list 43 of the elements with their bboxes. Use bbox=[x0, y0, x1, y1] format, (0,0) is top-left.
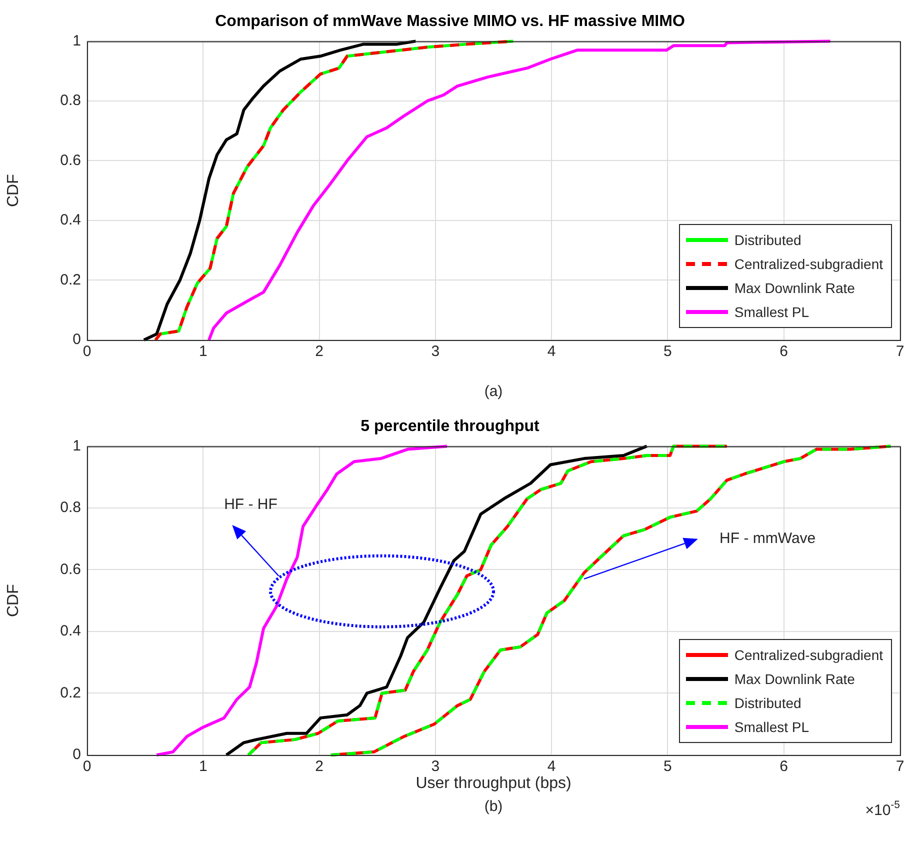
x-tick-label: 3 bbox=[431, 758, 440, 776]
x-tick-label: 1 bbox=[198, 758, 208, 776]
legend-label: Centralized-subgradient bbox=[734, 647, 883, 663]
text: (a) bbox=[484, 383, 503, 400]
annotation: HF - mmWave bbox=[720, 530, 816, 547]
x-tick-label: 2 bbox=[315, 343, 324, 360]
y-tick-label: 0.4 bbox=[60, 622, 81, 640]
legend-label: Distributed bbox=[734, 232, 802, 248]
x-tick-label: 5 bbox=[664, 758, 672, 776]
y-tick-label: 0.8 bbox=[60, 92, 81, 110]
chart-title: 5 percentile throughput bbox=[360, 418, 540, 436]
y-tick-label: 0.2 bbox=[60, 684, 81, 702]
y-tick-label: 0.6 bbox=[60, 152, 81, 169]
y-tick-label: 0 bbox=[72, 331, 81, 348]
chart-title: Comparison of mmWave Massive MIMO vs. HF massive MIMO bbox=[215, 13, 685, 30]
legend-label: Smallest PL bbox=[734, 304, 810, 320]
x-tick-label: 6 bbox=[780, 758, 788, 776]
x-tick-label: 4 bbox=[547, 758, 556, 776]
legend-label: Centralized-subgradient bbox=[734, 256, 883, 272]
x-tick-label: 6 bbox=[780, 343, 788, 360]
text: (b) bbox=[484, 798, 503, 816]
x-tick-label: 1 bbox=[198, 343, 208, 360]
y-tick-label: 0.2 bbox=[60, 271, 81, 288]
y-tick-label: 0 bbox=[72, 746, 81, 764]
x-tick-label: 5 bbox=[664, 343, 672, 360]
x-tick-label: 3 bbox=[431, 343, 440, 360]
y-axis-title: CDF bbox=[5, 174, 22, 208]
y-tick-label: 1 bbox=[72, 437, 81, 454]
x-tick-label: 4 bbox=[547, 343, 556, 360]
legend-label: Max Downlink Rate bbox=[734, 671, 855, 687]
x-axis-title: User throughput (bps) bbox=[416, 774, 572, 792]
y-tick-label: 1 bbox=[72, 32, 81, 50]
x-tick-label: 2 bbox=[315, 758, 324, 776]
legend-label: Max Downlink Rate bbox=[734, 280, 855, 296]
annotation: HF - HF bbox=[224, 496, 278, 514]
legend-label: Smallest PL bbox=[734, 719, 810, 735]
y-tick-label: 0.8 bbox=[60, 499, 81, 516]
x-tick-label: 7 bbox=[896, 758, 904, 776]
y-tick-label: 0.4 bbox=[60, 212, 81, 229]
y-tick-label: 0.6 bbox=[60, 560, 81, 578]
legend-label: Distributed bbox=[734, 695, 802, 711]
y-axis-title: CDF bbox=[5, 584, 22, 618]
x-tick-label: 7 bbox=[896, 343, 904, 360]
